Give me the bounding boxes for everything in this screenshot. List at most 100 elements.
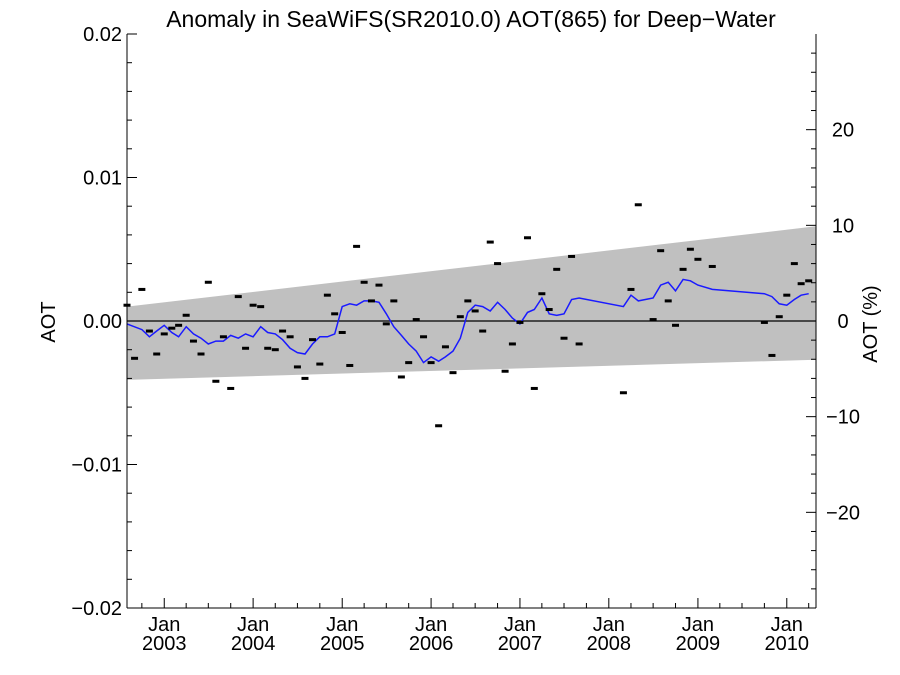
data-point xyxy=(264,346,272,350)
data-point xyxy=(516,320,524,324)
data-point xyxy=(301,376,309,380)
data-point xyxy=(790,262,798,266)
data-point xyxy=(286,335,294,339)
data-point xyxy=(360,280,368,284)
x-tick-year-label: 2003 xyxy=(142,633,187,655)
data-point xyxy=(464,299,472,303)
data-point xyxy=(353,244,361,248)
data-point xyxy=(775,315,783,319)
data-point xyxy=(634,203,642,207)
x-tick-month-label: Jan xyxy=(504,614,536,636)
data-point xyxy=(204,280,212,284)
y2-tick-label: −10 xyxy=(826,407,860,429)
x-tick-year-label: 2009 xyxy=(676,633,721,655)
x-tick-month-label: Jan xyxy=(326,614,358,636)
data-point xyxy=(257,305,265,309)
data-point xyxy=(494,262,502,266)
data-point xyxy=(212,379,220,383)
data-point xyxy=(420,335,428,339)
data-point xyxy=(471,309,479,313)
data-point xyxy=(672,323,680,327)
data-point xyxy=(619,391,627,395)
data-point xyxy=(175,323,183,327)
x-tick-month-label: Jan xyxy=(415,614,447,636)
data-point xyxy=(449,371,457,375)
data-point xyxy=(182,313,190,317)
data-point xyxy=(783,293,791,297)
data-point xyxy=(249,303,257,307)
data-point xyxy=(338,330,346,334)
data-point xyxy=(279,329,287,333)
data-point xyxy=(316,362,324,366)
series-line xyxy=(126,278,809,364)
data-point xyxy=(456,315,464,319)
data-point xyxy=(657,249,665,253)
data-point xyxy=(708,264,716,268)
x-tick-month-label: Jan xyxy=(682,614,714,636)
data-point xyxy=(160,332,168,336)
data-point xyxy=(797,282,805,286)
data-point xyxy=(568,254,576,258)
data-point xyxy=(679,267,687,271)
data-point xyxy=(153,352,161,356)
data-point xyxy=(234,295,242,299)
data-point xyxy=(760,320,768,324)
data-point xyxy=(538,292,546,296)
y-axis-label: AOT xyxy=(38,301,60,342)
data-point xyxy=(479,329,487,333)
data-point xyxy=(309,338,317,342)
chart-title: Anomaly in SeaWiFS(SR2010.0) AOT(865) fo… xyxy=(166,6,776,32)
data-point xyxy=(405,361,413,365)
data-point xyxy=(768,353,776,357)
data-point xyxy=(131,356,139,360)
y-tick-label: −0.02 xyxy=(71,598,122,620)
x-tick-month-label: Jan xyxy=(237,614,269,636)
data-point xyxy=(553,267,561,271)
data-point xyxy=(805,279,813,283)
data-point xyxy=(508,342,516,346)
data-point xyxy=(168,326,176,330)
data-point xyxy=(390,299,398,303)
data-point xyxy=(375,283,383,287)
data-point xyxy=(412,318,420,322)
data-point xyxy=(575,342,583,346)
data-point xyxy=(145,329,153,333)
data-point xyxy=(197,352,205,356)
data-point xyxy=(530,386,538,390)
data-point xyxy=(427,361,435,365)
data-point xyxy=(242,346,250,350)
x-tick-year-label: 2006 xyxy=(409,633,454,655)
data-point xyxy=(523,236,531,240)
data-point xyxy=(686,247,694,251)
data-point xyxy=(501,369,509,373)
data-point xyxy=(346,363,354,367)
data-point xyxy=(627,287,635,291)
x-tick-month-label: Jan xyxy=(148,614,180,636)
y2-tick-label: 20 xyxy=(832,120,854,142)
data-point xyxy=(397,375,405,379)
data-point xyxy=(649,318,657,322)
x-tick-month-label: Jan xyxy=(593,614,625,636)
data-point xyxy=(486,240,494,244)
y2-tick-label: 10 xyxy=(832,215,854,237)
y-tick-label: 0.00 xyxy=(83,311,122,333)
x-tick-year-label: 2010 xyxy=(765,633,810,655)
x-tick-year-label: 2005 xyxy=(320,633,365,655)
x-tick-year-label: 2007 xyxy=(498,633,543,655)
data-point xyxy=(331,312,339,316)
y-tick-label: 0.02 xyxy=(83,24,122,46)
data-point xyxy=(189,339,197,343)
data-point xyxy=(664,299,672,303)
x-tick-month-label: Jan xyxy=(771,614,803,636)
data-point xyxy=(435,424,443,428)
data-point xyxy=(293,365,301,369)
uncertainty-band xyxy=(127,226,816,380)
y2-tick-label: −20 xyxy=(826,502,860,524)
x-tick-year-label: 2004 xyxy=(231,633,276,655)
y2-tick-label: 0 xyxy=(837,311,848,333)
data-point xyxy=(271,348,279,352)
x-tick-year-label: 2008 xyxy=(587,633,632,655)
data-point xyxy=(441,345,449,349)
y-tick-label: −0.01 xyxy=(71,455,122,477)
